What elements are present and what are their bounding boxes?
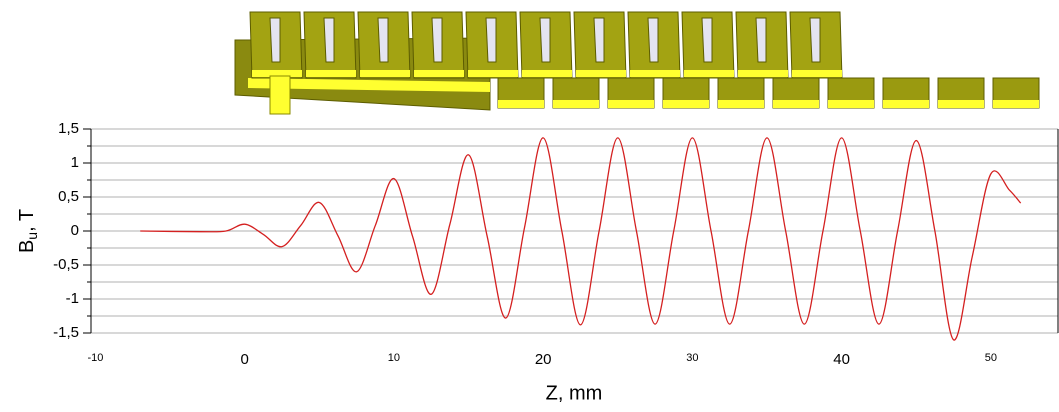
lower-block-face	[608, 100, 654, 108]
undulator-illustration	[235, 12, 1039, 114]
block-face	[792, 70, 842, 77]
block-face	[360, 70, 410, 77]
lower-block-face	[883, 100, 929, 108]
y-tick-label: 0	[71, 222, 79, 239]
block-slot	[324, 18, 334, 62]
y-label-subscript: u	[24, 232, 40, 240]
block-face	[468, 70, 518, 77]
block-face	[414, 70, 464, 77]
block-face	[522, 70, 572, 77]
lower-block-face	[828, 100, 874, 108]
x-tick-label: 40	[833, 351, 850, 368]
block-face	[684, 70, 734, 77]
block-face	[738, 70, 788, 77]
block-face	[306, 70, 356, 77]
y-tick-label: -1	[66, 290, 79, 307]
data-line	[140, 138, 1020, 340]
x-tick-label: 50	[985, 352, 997, 364]
block-slot	[378, 18, 388, 62]
lower-block-face	[553, 100, 599, 108]
y-label-symbol: B	[16, 240, 38, 253]
block-slot	[270, 18, 280, 62]
block-slot	[702, 18, 712, 62]
x-axis-label: Z, mm	[546, 382, 603, 404]
x-tick-label: -10	[88, 352, 104, 364]
lower-block-face	[718, 100, 764, 108]
lower-block-face	[498, 100, 544, 108]
x-tick-label: 20	[535, 351, 552, 368]
block-slot	[432, 18, 442, 62]
lower-block-face	[773, 100, 819, 108]
y-tick-label: 0,5	[58, 188, 79, 205]
block-slot	[486, 18, 496, 62]
block-slot	[540, 18, 550, 62]
block-slot	[810, 18, 820, 62]
y-label-unit: , T	[16, 209, 38, 232]
block-slot	[756, 18, 766, 62]
y-tick-label: -0,5	[53, 256, 79, 273]
block-slot	[648, 18, 658, 62]
lower-block-face	[663, 100, 709, 108]
x-tick-label: 0	[241, 351, 249, 368]
block-face	[576, 70, 626, 77]
x-tick-label: 10	[388, 352, 400, 364]
y-tick-label: 1	[71, 154, 79, 171]
lower-block-face	[993, 100, 1039, 108]
y-tick-label: 1,5	[58, 120, 79, 137]
y-tick-label: -1,5	[53, 324, 79, 341]
x-tick-label: 30	[686, 352, 698, 364]
y-axis-label: Bu, T	[16, 209, 39, 253]
plot-area: 1,5 1 0,5 0 -0,5 -1 -1,5 -10 0 10 20 30 40 50	[53, 120, 1058, 368]
chart: 1,5 1 0,5 0 -0,5 -1 -1,5 -10 0 10 20 30 40 50 Z, mm B…	[0, 0, 1059, 407]
block-face	[630, 70, 680, 77]
block-slot	[594, 18, 604, 62]
end-block	[270, 76, 290, 114]
lower-block-face	[938, 100, 984, 108]
